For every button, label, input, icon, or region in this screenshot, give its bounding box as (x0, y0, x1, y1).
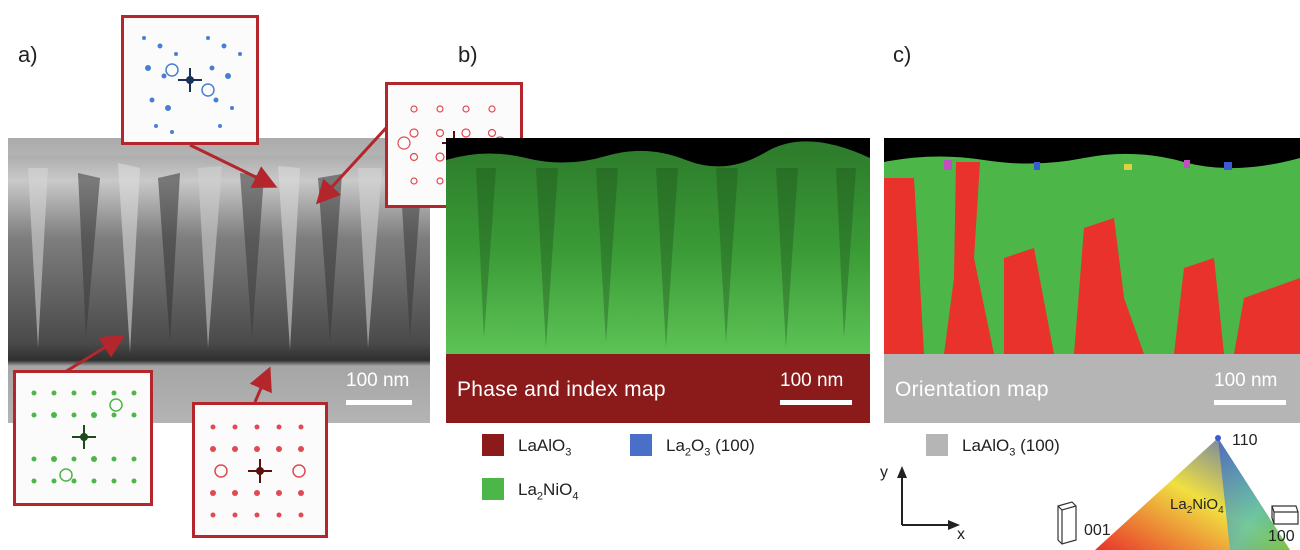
orientation-map-panel: Orientation map 100 nm (884, 138, 1300, 423)
scalebar-b (780, 400, 852, 405)
scalebar-label-c: 100 nm (1214, 370, 1278, 391)
diffraction-pattern-red-bottom (210, 424, 306, 518)
panel-label-c: c) (893, 42, 912, 67)
axis-label-x: x (957, 526, 965, 543)
legend-swatch-laalo3 (482, 434, 504, 456)
ipf-label-100: 100 (1268, 528, 1295, 545)
diffraction-pattern-blue (142, 36, 242, 134)
legend-swatch-laalo3-100 (926, 434, 948, 456)
orientation-map-image (884, 138, 1300, 423)
scalebar-a (346, 400, 412, 405)
orientation-map-title: Orientation map (895, 378, 1049, 401)
phase-map-panel: Phase and index map 100 nm (446, 138, 870, 423)
panel-label-a: a) (18, 42, 38, 67)
xy-axes (897, 466, 960, 530)
legend-label-laalo3: LaAlO3 (518, 436, 572, 459)
ipf-label-la2nio4: La2NiO4 (1170, 496, 1224, 516)
legend-swatch-la2nio4 (482, 478, 504, 500)
diffraction-pattern-green (31, 390, 137, 484)
diffraction-inset-green (13, 370, 153, 506)
crystal-001-icon (1057, 501, 1077, 545)
ipf-label-001: 001 (1084, 522, 1111, 539)
scalebar-label-b: 100 nm (780, 370, 844, 391)
diffraction-inset-red-bottom (192, 402, 328, 538)
diffraction-inset-blue (121, 15, 259, 145)
axis-label-y: y (880, 464, 888, 481)
ipf-label-110: 110 (1232, 432, 1258, 449)
crystal-100-icon (1271, 505, 1299, 525)
scalebar-c (1214, 400, 1286, 405)
panel-label-b: b) (458, 42, 478, 67)
scalebar-label-a: 100 nm (346, 370, 410, 391)
legend-label-la2nio4: La2NiO4 (518, 480, 579, 503)
phase-map-image (446, 138, 870, 423)
legend-label-laalo3-100: LaAlO3 (100) (962, 436, 1060, 459)
inset-arrows (64, 126, 388, 403)
legend-swatch-la2o3 (630, 434, 652, 456)
legend-label-la2o3: La2O3 (100) (666, 436, 755, 459)
phase-map-title: Phase and index map (457, 378, 666, 401)
ipf-triangle (1095, 435, 1290, 550)
